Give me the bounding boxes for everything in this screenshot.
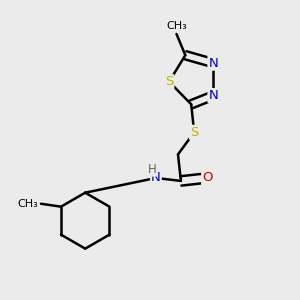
Text: CH₃: CH₃ xyxy=(18,199,39,209)
Text: O: O xyxy=(202,172,213,184)
Text: S: S xyxy=(165,75,173,88)
Text: H: H xyxy=(148,163,157,176)
Text: S: S xyxy=(190,126,198,139)
Text: N: N xyxy=(208,57,218,70)
Text: CH₃: CH₃ xyxy=(166,21,187,31)
Text: N: N xyxy=(151,172,161,184)
Text: N: N xyxy=(208,89,218,102)
